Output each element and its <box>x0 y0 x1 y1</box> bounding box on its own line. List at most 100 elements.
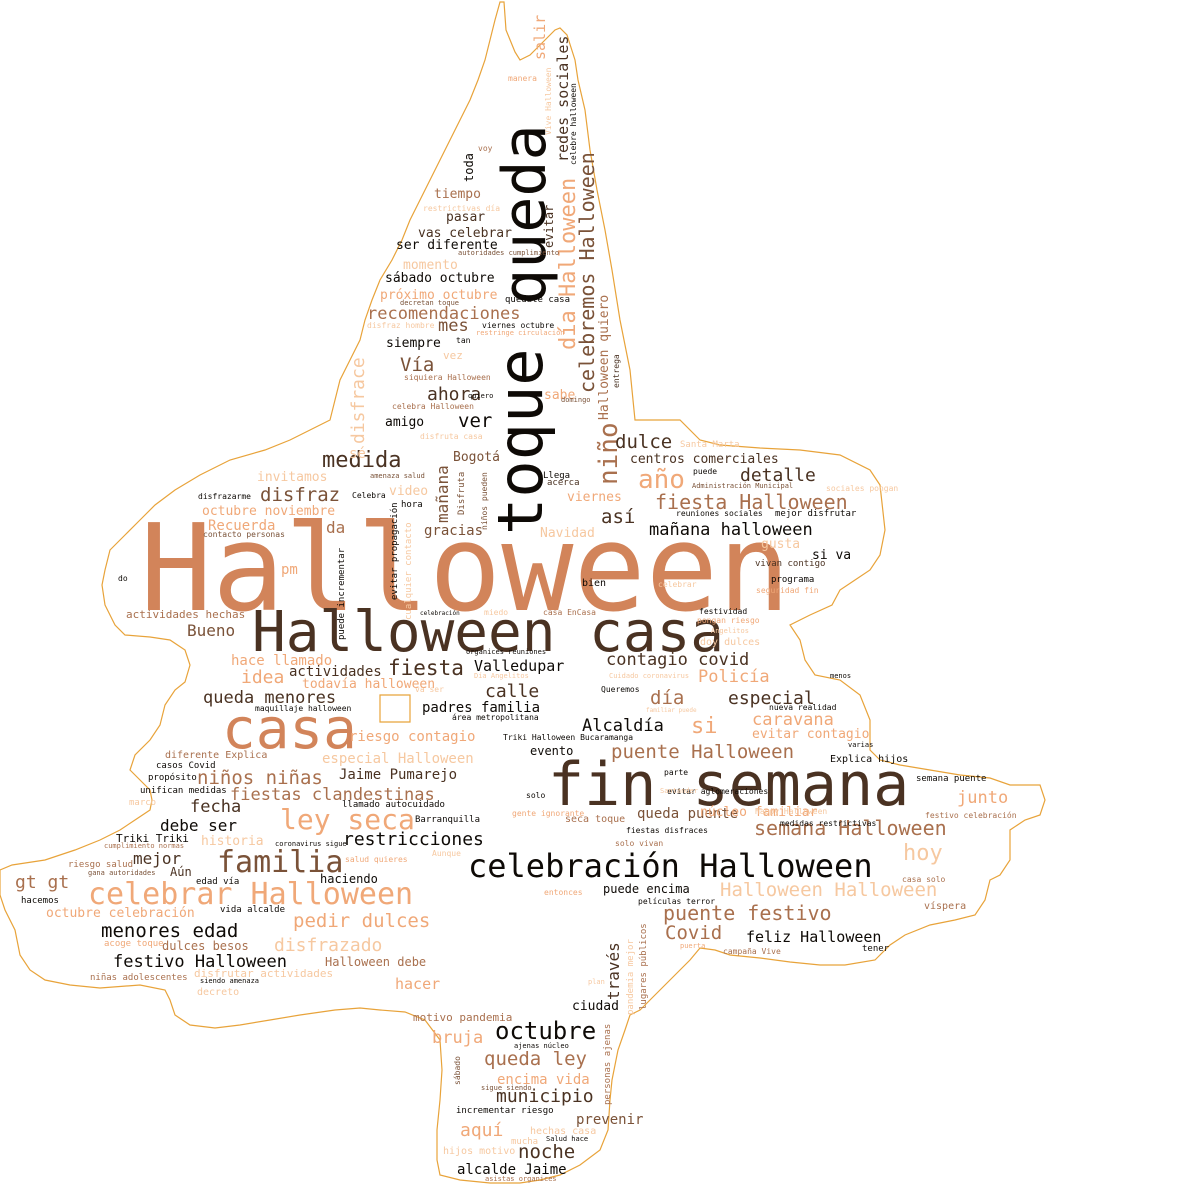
word-traves: través <box>604 942 623 1000</box>
word-barranquilla: Barranquilla <box>415 815 481 825</box>
word-cuidado-coronavirus: Cuidado coronavirus <box>609 672 690 680</box>
word-seguridad-fin: seguridad fin <box>756 586 819 595</box>
word-seca-toque: seca toque <box>565 814 626 825</box>
word-vida-alcalde: vida alcalde <box>220 905 286 915</box>
word-triki-bucaramanga: Triki Halloween Bucaramanga <box>503 733 634 742</box>
word-puente-halloween: puente Halloween <box>611 741 795 763</box>
word-queda-menores: queda menores <box>203 688 337 708</box>
word-historia: historia <box>201 834 264 849</box>
word-vivan-contigo: vivan contigo <box>755 559 826 569</box>
word-noche: noche <box>518 1141 576 1163</box>
word-happy-halloween: Happy Halloween <box>755 807 828 816</box>
word-debe-ser: debe ser <box>160 816 238 835</box>
word-haciendo: haciendo <box>320 872 378 886</box>
word-octubre: octubre <box>495 1017 597 1045</box>
word-disfraz-hombre: disfraz hombre <box>367 321 435 330</box>
word-doy-dulces: doy dulces <box>700 637 761 648</box>
word-disfrace: disfrace <box>348 357 369 444</box>
word-ciudad: ciudad <box>572 999 619 1014</box>
word-domingo: domingo <box>561 396 591 404</box>
word-festivo-celebracion: festivo celebración <box>925 811 1017 820</box>
word-especial: especial <box>728 688 815 709</box>
word-covid: Covid <box>665 922 723 944</box>
word-queda-puente: queda puente <box>637 806 739 822</box>
word-pongan-riesgo: pongan riesgo <box>697 616 760 625</box>
word-fin-semana: fin semana <box>548 750 910 820</box>
word-padres-familia: padres familia <box>422 700 541 716</box>
word-solo-vivan: solo vivan <box>615 839 664 848</box>
word-plan: plan <box>588 978 605 986</box>
word-lugares-publicos: lugares públicos <box>639 923 649 1010</box>
word-gracias: gracias <box>424 523 484 539</box>
word-menos: menos <box>830 672 852 680</box>
word-coronavirus-sigue: coronavirus sigue <box>275 840 347 848</box>
word-disfruta-vertical: Disfruta <box>457 471 467 515</box>
word-entrega: entrega <box>612 354 621 388</box>
word-halloween-debe: Halloween debe <box>325 955 427 969</box>
word-aunque: Aunque <box>432 849 461 858</box>
word-fiestas-disfraces: fiestas disfraces <box>626 826 708 835</box>
word-municipio: municipio <box>496 1086 594 1107</box>
word-mucha: mucha <box>511 1137 539 1147</box>
word-pandemia-mejor: pandemia mejor <box>626 939 636 1015</box>
word-nucleo-familiar: núcleo familiar <box>700 805 818 820</box>
word-queda-ley: queda ley <box>484 1048 587 1070</box>
word-varias: varias <box>848 741 874 749</box>
word-do: do <box>118 574 128 583</box>
word-maquillaje-halloween: maquillaje halloween <box>255 704 352 713</box>
word-fecha: fecha <box>190 797 242 817</box>
word-riesgo-contagio: riesgo contagio <box>349 729 476 745</box>
word-mejor: mejor <box>133 849 182 868</box>
word-bruja: bruja <box>432 1028 484 1048</box>
word-fiesta-halloween: fiesta Halloween <box>655 490 848 514</box>
word-parte: parte <box>664 768 689 777</box>
word-manana-halloween: mañana halloween <box>649 520 813 540</box>
word-dia: día <box>650 687 685 709</box>
word-puente-festivo: puente festivo <box>663 901 832 925</box>
word-sigue-siendo: sigue siendo <box>481 1084 532 1092</box>
word-dia-angelitos: Día Angelitos <box>474 672 529 680</box>
word-ano: año <box>638 465 685 495</box>
word-semana-puente: semana puente <box>916 774 987 784</box>
word-salud-quieres: salud quieres <box>345 855 408 864</box>
word-ajenas-nucleo: ajenas núcleo <box>514 1042 569 1050</box>
word-todavia-halloween: todavía halloween <box>302 677 436 692</box>
word-aqui: aquí <box>460 1120 504 1141</box>
word-asistas-organices: asistas organices <box>485 1175 557 1183</box>
word-incrementar-riesgo: incrementar riesgo <box>456 1106 554 1116</box>
word-siquiera-halloween: siquiera Halloween <box>404 373 491 382</box>
word-disfraz: disfraz <box>260 484 341 506</box>
word-salir: salir <box>531 14 549 60</box>
word-disfrazado: disfrazado <box>274 935 383 956</box>
word-celebrar-small: celebrar <box>658 580 697 589</box>
word-quedate-casa: quédate casa <box>505 295 571 305</box>
word-sabe: sabe <box>544 388 576 403</box>
word-gana-autoridades: gana autoridades <box>88 869 156 877</box>
word-acoge-toque: acoge toque <box>104 939 164 949</box>
word-pasar: pasar <box>446 210 486 225</box>
word-amigo: amigo <box>385 415 425 430</box>
word-entonces: entonces <box>544 888 583 897</box>
word-junto: junto <box>957 788 1009 808</box>
word-vas-celebrar: vas celebrar <box>418 226 512 241</box>
word-manana: mañana <box>433 465 452 523</box>
word-caravana: caravana <box>752 710 834 730</box>
word-contagio-covid: contagio covid <box>606 650 750 670</box>
word-fiestas-clandestinas: fiestas clandestinas <box>230 785 435 805</box>
word-disfrazarme: disfrazarme <box>198 492 251 501</box>
word-celebracion-small: celebración <box>420 610 460 617</box>
word-bueno: Bueno <box>187 621 236 640</box>
word-jaime-pumarejo: Jaime Pumarejo <box>339 767 458 783</box>
word-manera: manera <box>508 74 537 83</box>
word-menores-edad: menores edad <box>101 920 239 942</box>
word-restricciones: restricciones <box>343 829 484 850</box>
word-hacer: hacer <box>395 975 441 993</box>
word-peliculas-terror: películas terror <box>638 897 716 906</box>
word-alcalde-jaime: alcalde Jaime <box>457 1162 567 1178</box>
word-vispera: víspera <box>924 901 967 912</box>
word-sabado-vertical: sábado <box>453 1056 462 1085</box>
word-ver: ver <box>458 410 493 432</box>
word-asi: así <box>601 506 636 528</box>
word-halloween-quiero: Halloween quiero <box>597 294 612 420</box>
